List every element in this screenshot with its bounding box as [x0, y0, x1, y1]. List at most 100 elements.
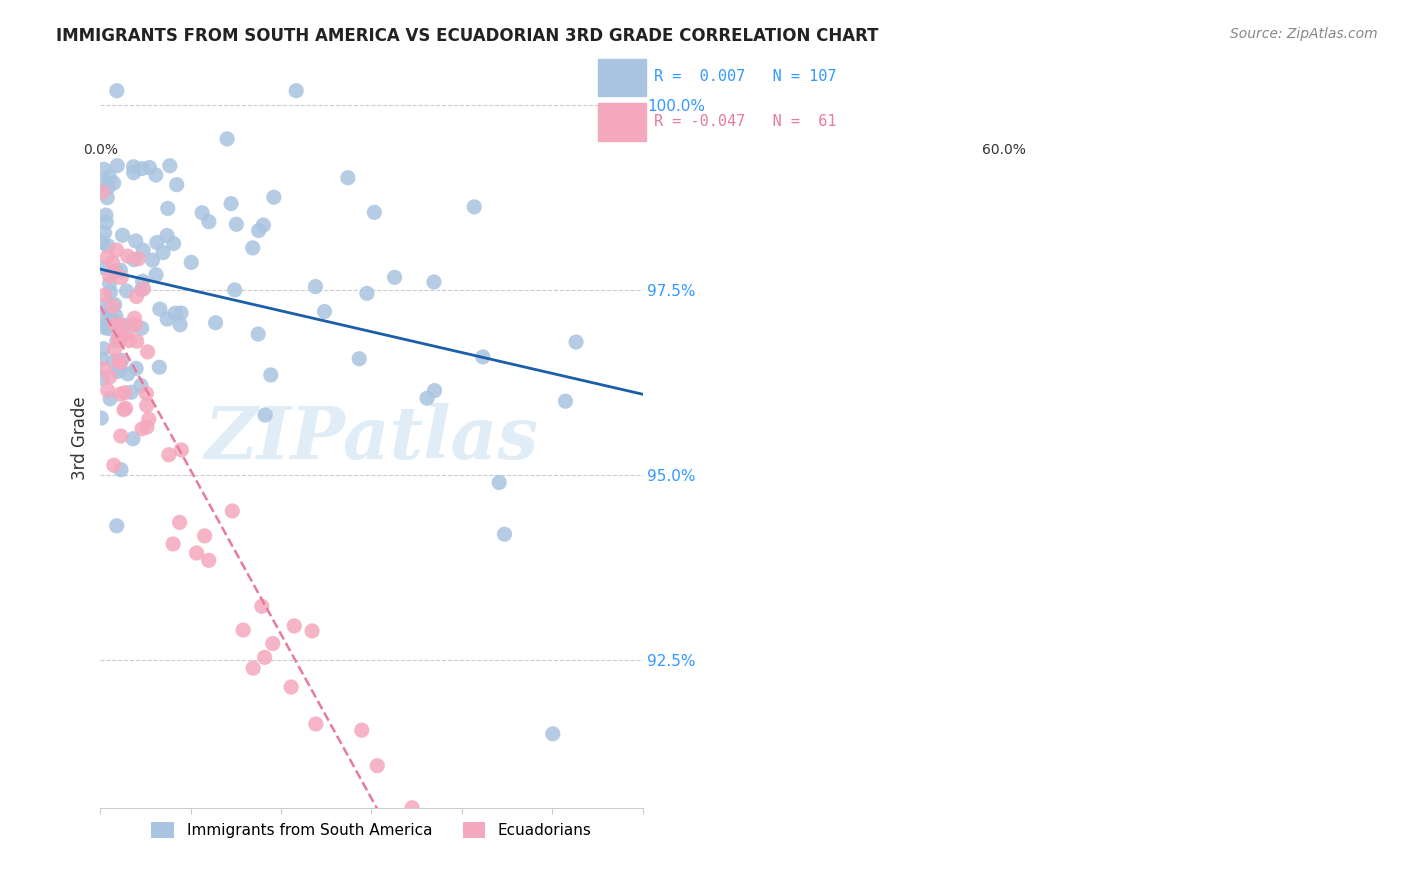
- Ecuadorians: [108, 333, 131, 347]
- Immigrants from South America: [91, 235, 114, 250]
- Immigrants from South America: [471, 350, 494, 364]
- Ecuadorians: [93, 361, 115, 376]
- Immigrants from South America: [104, 297, 127, 311]
- Ecuadorians: [131, 422, 153, 436]
- Ecuadorians: [132, 282, 155, 296]
- Immigrants from South America: [120, 385, 142, 400]
- Ecuadorians: [94, 288, 117, 302]
- Immigrants from South America: [110, 463, 132, 477]
- Immigrants from South America: [131, 321, 153, 335]
- Immigrants from South America: [90, 411, 112, 425]
- Immigrants from South America: [94, 208, 117, 222]
- Ecuadorians: [157, 448, 180, 462]
- Ecuadorians: [305, 717, 328, 731]
- Ecuadorians: [280, 680, 302, 694]
- Ecuadorians: [194, 529, 217, 543]
- Text: Source: ZipAtlas.com: Source: ZipAtlas.com: [1230, 27, 1378, 41]
- Immigrants from South America: [98, 277, 121, 291]
- Ecuadorians: [114, 385, 136, 400]
- Immigrants from South America: [91, 260, 114, 275]
- Immigrants from South America: [122, 166, 145, 180]
- Ecuadorians: [350, 723, 373, 738]
- Immigrants from South America: [247, 327, 270, 342]
- Y-axis label: 3rd Grade: 3rd Grade: [72, 396, 89, 480]
- Immigrants from South America: [117, 367, 139, 381]
- Immigrants from South America: [100, 316, 122, 330]
- Immigrants from South America: [219, 196, 242, 211]
- Ecuadorians: [124, 311, 146, 326]
- Immigrants from South America: [554, 394, 576, 409]
- Immigrants from South America: [100, 285, 122, 299]
- Immigrants from South America: [494, 527, 516, 541]
- Immigrants from South America: [145, 168, 167, 182]
- Immigrants from South America: [204, 316, 226, 330]
- Immigrants from South America: [159, 159, 181, 173]
- Ecuadorians: [125, 318, 148, 332]
- Immigrants from South America: [93, 226, 115, 240]
- Ecuadorians: [105, 243, 128, 257]
- Immigrants from South America: [145, 268, 167, 282]
- Legend: Immigrants from South America, Ecuadorians: Immigrants from South America, Ecuadoria…: [145, 816, 598, 845]
- Immigrants from South America: [104, 264, 127, 278]
- Immigrants from South America: [93, 175, 115, 189]
- Ecuadorians: [136, 420, 159, 434]
- Immigrants from South America: [105, 159, 128, 173]
- Bar: [599, 103, 645, 141]
- Immigrants from South America: [105, 84, 128, 98]
- Immigrants from South America: [260, 368, 283, 382]
- Immigrants from South America: [125, 234, 148, 248]
- Immigrants from South America: [132, 243, 155, 257]
- Immigrants from South America: [115, 318, 138, 333]
- Ecuadorians: [242, 661, 264, 675]
- Immigrants from South America: [105, 334, 128, 349]
- Immigrants from South America: [110, 361, 132, 376]
- Ecuadorians: [96, 250, 118, 264]
- Immigrants from South America: [247, 223, 270, 237]
- Immigrants from South America: [103, 354, 125, 368]
- Immigrants from South America: [166, 178, 188, 192]
- Ecuadorians: [98, 269, 121, 284]
- Text: R = -0.047   N =  61: R = -0.047 N = 61: [654, 114, 837, 129]
- Immigrants from South America: [107, 364, 129, 378]
- Ecuadorians: [221, 504, 243, 518]
- Immigrants from South America: [98, 301, 121, 316]
- Immigrants from South America: [105, 518, 128, 533]
- Ecuadorians: [110, 334, 132, 348]
- Ecuadorians: [169, 516, 191, 530]
- Immigrants from South America: [384, 270, 406, 285]
- Immigrants from South America: [363, 205, 385, 219]
- Immigrants from South America: [138, 161, 160, 175]
- Immigrants from South America: [131, 283, 153, 297]
- Immigrants from South America: [163, 306, 186, 320]
- Ecuadorians: [103, 458, 125, 473]
- Immigrants from South America: [122, 252, 145, 267]
- Ecuadorians: [117, 249, 139, 263]
- Ecuadorians: [103, 342, 125, 356]
- Immigrants from South America: [541, 727, 564, 741]
- Immigrants from South America: [98, 392, 121, 406]
- Ecuadorians: [107, 354, 129, 368]
- Immigrants from South America: [91, 371, 114, 385]
- Ecuadorians: [135, 399, 157, 413]
- Ecuadorians: [103, 264, 125, 278]
- Ecuadorians: [91, 185, 114, 199]
- Ecuadorians: [110, 355, 132, 369]
- Immigrants from South America: [162, 236, 184, 251]
- Ecuadorians: [110, 429, 132, 443]
- Immigrants from South America: [356, 286, 378, 301]
- Immigrants from South America: [263, 190, 285, 204]
- Immigrants from South America: [198, 215, 221, 229]
- Immigrants from South America: [149, 302, 172, 317]
- Immigrants from South America: [129, 378, 152, 392]
- Immigrants from South America: [131, 161, 153, 176]
- Ecuadorians: [170, 442, 193, 457]
- Text: ZIPatlas: ZIPatlas: [204, 402, 538, 474]
- Immigrants from South America: [225, 217, 247, 231]
- Ecuadorians: [186, 546, 208, 560]
- Immigrants from South America: [314, 304, 336, 318]
- Immigrants from South America: [565, 334, 588, 349]
- Immigrants from South America: [97, 180, 120, 194]
- Immigrants from South America: [252, 218, 274, 232]
- Immigrants from South America: [217, 132, 239, 146]
- Immigrants from South America: [96, 215, 118, 229]
